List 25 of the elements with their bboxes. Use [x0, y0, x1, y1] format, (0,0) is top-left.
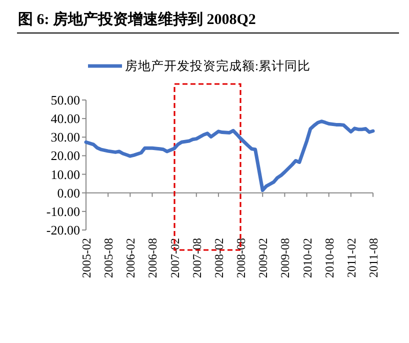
x-tick-label: 2006-02: [124, 238, 138, 278]
y-tick-label: -20.00: [46, 222, 80, 238]
title: 图 6: 房地产投资增速维持到 2008Q2: [18, 12, 256, 28]
x-tick-label: 2009-02: [256, 238, 270, 278]
y-tick-label: -10.00: [46, 204, 80, 219]
x-tick-label: 2009-08: [278, 238, 292, 278]
x-tick-label: 2011-02: [344, 238, 358, 278]
x-tick-label: 2008-08: [234, 238, 248, 278]
y-tick-label: 0.00: [57, 185, 80, 200]
y-tick-label: 20.00: [50, 148, 80, 164]
x-tick-label: 2005-08: [102, 238, 116, 278]
x-tick-label: 2011-08: [366, 238, 380, 278]
x-tick-label: 2006-08: [146, 238, 160, 278]
y-tick-label: 30.00: [50, 130, 80, 145]
x-tick-label: 2007-02: [168, 238, 182, 278]
x-tick-label: 2010-02: [300, 238, 314, 278]
x-tick-label: 2007-08: [190, 238, 204, 278]
y-tick-label: 50.00: [50, 92, 80, 108]
y-tick-label: 40.00: [50, 111, 80, 126]
x-tick-label: 2005-02: [80, 238, 94, 278]
legend-label: 房地产开发投资完成额:累计同比: [125, 58, 310, 73]
x-tick-label: 2008-02: [212, 238, 226, 278]
legend: 房地产开发投资完成额:累计同比: [88, 59, 310, 73]
x-tick-label: 2010-08: [322, 238, 336, 278]
y-tick-label: 10.00: [50, 166, 80, 182]
